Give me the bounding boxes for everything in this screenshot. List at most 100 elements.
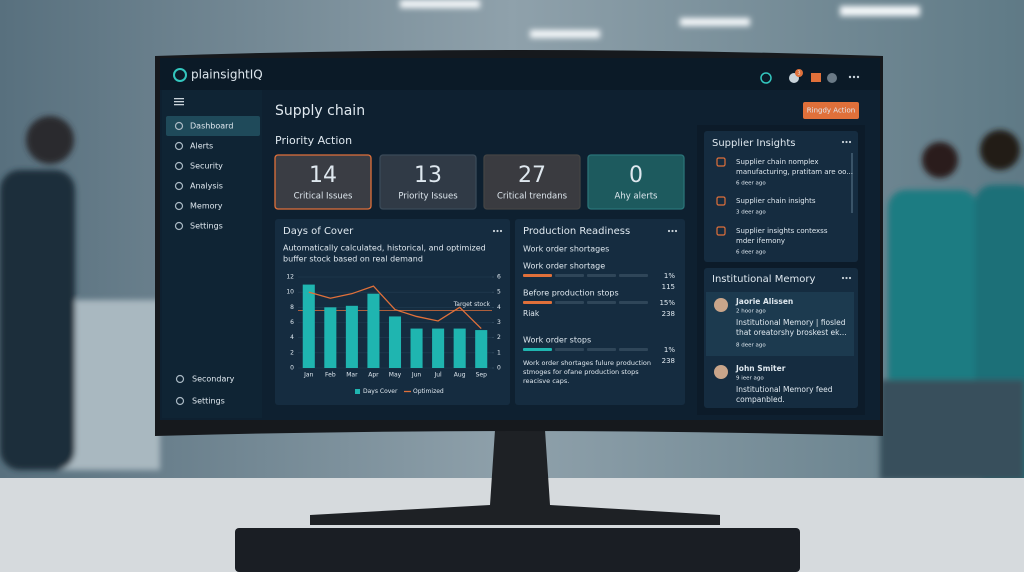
row-label: Before production stops [523,289,619,298]
panel-title: Institutional Memory [712,274,815,285]
x-tick-label: Sep [476,372,488,379]
panel-menu[interactable] [841,140,845,144]
panel-menu[interactable] [848,276,852,280]
row-percent: 1% [664,346,675,354]
person-head [922,142,958,178]
ceiling-light [400,0,480,8]
panel-menu[interactable] [496,229,499,233]
bar [475,330,488,368]
item-highlight [706,292,854,356]
panel-subtitle: buffer stock based on real demand [283,255,423,264]
bar [388,316,402,368]
x-tick-label: Apr [368,372,379,379]
y2-tick-label: 0 [497,365,501,372]
item-icon [716,157,726,167]
nav-item[interactable]: Memory [190,202,223,211]
item-icon [716,226,726,236]
logo-icon [173,68,187,82]
description: reacisve caps. [523,377,569,385]
y2-tick-label: 5 [497,289,501,296]
nav-item[interactable]: Analysis [190,182,223,191]
item-text: mder ifemony [736,237,785,245]
bar [453,328,466,368]
nav-item[interactable]: Security [190,162,223,171]
item-text: Institutional Memory | fiosled [736,318,846,327]
bar [432,328,445,368]
progress-segment [523,301,552,304]
panel-title: Days of Cover [283,226,354,237]
machine [60,300,160,470]
row-percent: 15% [659,299,675,307]
sidebar [162,90,262,418]
menu-icon[interactable] [174,101,184,103]
nav-item[interactable]: Settings [192,397,225,406]
panel-menu[interactable] [671,229,674,233]
kpi-label: Ahy alerts [615,192,659,202]
y-tick-label: 0 [290,365,294,372]
menu-icon[interactable] [174,104,184,106]
panel-subtitle: Automatically calculated, historical, an… [283,244,486,253]
kpi-card[interactable] [587,154,685,210]
person-head [980,130,1020,170]
progress-segment [523,274,552,277]
page-title: Supply chain [275,103,365,119]
row-count: 115 [662,283,675,291]
item-time: 9 ieer ago [736,376,764,382]
progress-segment [555,301,584,304]
nav-item[interactable]: Settings [190,222,223,231]
panel-menu[interactable] [845,276,848,280]
person-body [0,170,75,470]
description: stmoges for ofane production stops [523,368,639,376]
nav-item[interactable]: Secondary [192,375,235,384]
more-icon[interactable] [856,75,860,79]
nav-icon [174,221,184,231]
menu-icon[interactable] [174,98,184,100]
kpi-card[interactable] [379,154,477,210]
nav-icon [174,121,184,131]
progress-segment [555,348,584,351]
kpi-card[interactable] [483,154,581,210]
panel-menu[interactable] [848,140,852,144]
panel-menu[interactable] [674,229,678,233]
item-time: 2 hoor ago [736,309,766,315]
author: John Smiter [735,364,786,373]
bar [367,293,380,368]
panel-menu[interactable] [845,140,848,144]
legend-swatch [355,389,360,394]
action-button[interactable] [803,102,859,119]
search-icon[interactable] [760,72,772,84]
bar [410,328,423,368]
item-icon [716,196,726,206]
target-label: Target stock [453,301,491,308]
logo: plainsightIQ [191,68,263,82]
item-text: Supplier chain nomplex [736,158,819,166]
kpi-card[interactable] [274,154,372,210]
row-count: 238 [662,310,675,318]
blurred-factory [0,0,1024,485]
section-title: Priority Action [275,134,352,147]
profile-icon[interactable] [827,73,837,83]
nav-item[interactable]: Dashboard [190,122,233,131]
more-icon[interactable] [852,75,856,79]
panel-menu[interactable] [499,229,503,233]
panel-menu[interactable] [841,276,845,280]
row-percent: 1% [664,272,675,280]
kpi-value: 14 [309,163,337,188]
ceiling-light [680,18,750,26]
more-icon[interactable] [848,75,852,79]
nav-item[interactable]: Alerts [190,142,213,151]
row-label: Work order stops [523,336,591,345]
y2-tick-label: 2 [497,334,501,341]
panel-menu[interactable] [492,229,496,233]
badge [795,69,803,77]
avatar [714,298,728,312]
apps-icon[interactable] [811,73,821,82]
progress-segment [587,301,616,304]
x-tick-label: Feb [325,372,336,379]
panel-menu[interactable] [667,229,671,233]
dashboard: plainsightIQ 3 Dashboard Alerts Security Anal… [162,68,865,418]
description: Work order shortages fulure production [523,359,651,367]
ceiling-light [530,30,600,38]
author: Jaorie Alissen [735,297,793,306]
